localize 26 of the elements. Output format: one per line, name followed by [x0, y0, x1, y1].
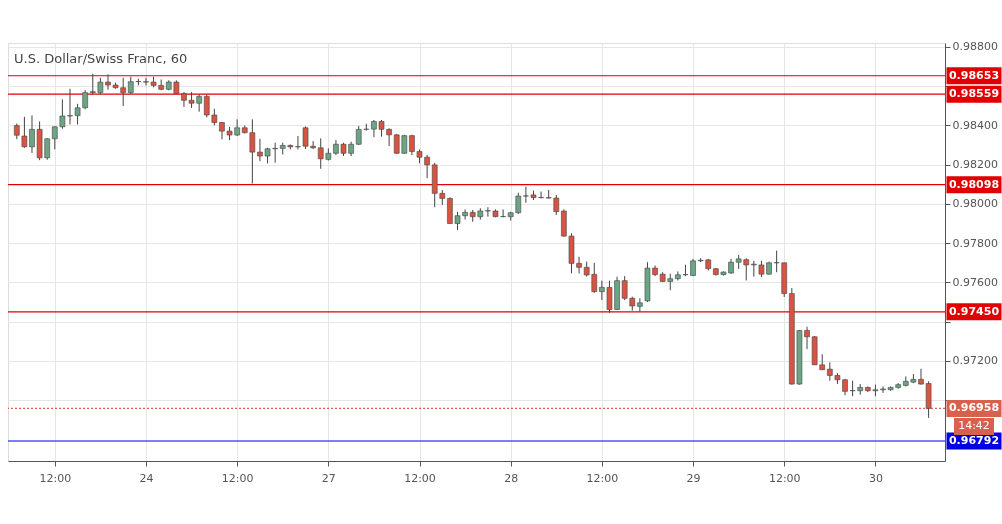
ref-line-label: 0.96792 [948, 433, 1000, 447]
text: 14:42 [958, 419, 990, 433]
ref-line-label: 0.98559 [948, 87, 1000, 101]
x-tick-label: 12:00 [586, 471, 619, 485]
ref-line-label: 0.98098 [948, 177, 1000, 191]
x-tick-label: 12:00 [39, 471, 72, 485]
x-tick-label: 12:00 [768, 471, 801, 485]
y-tick-label: 0.98400 [952, 118, 998, 132]
y-tick-label: 0.97200 [952, 354, 998, 368]
y-tick-label: 0.97600 [952, 275, 998, 289]
candlestick [637, 297, 643, 313]
ref-line-label: 0.98653 [948, 68, 1000, 82]
x-tick-label: 30 [868, 471, 883, 485]
y-tick-label: 0.98000 [952, 197, 998, 211]
y-tick-label: 0.98800 [952, 40, 998, 54]
x-tick-label: 12:00 [221, 471, 254, 485]
x-tick-label: 24 [139, 471, 154, 485]
y-tick-label: 0.98200 [952, 158, 998, 172]
x-tick-label: 29 [686, 471, 701, 485]
text: U.S. Dollar/Swiss Franc, 60 [14, 51, 188, 66]
ref-line-label: 0.97450 [948, 304, 1000, 318]
y-tick-label: 0.97800 [952, 236, 998, 250]
x-tick-label: 12:00 [404, 471, 436, 485]
x-tick-label: 28 [504, 471, 519, 485]
ref-line-label: 0.96958 [948, 401, 1000, 415]
x-tick-label: 27 [321, 471, 336, 485]
